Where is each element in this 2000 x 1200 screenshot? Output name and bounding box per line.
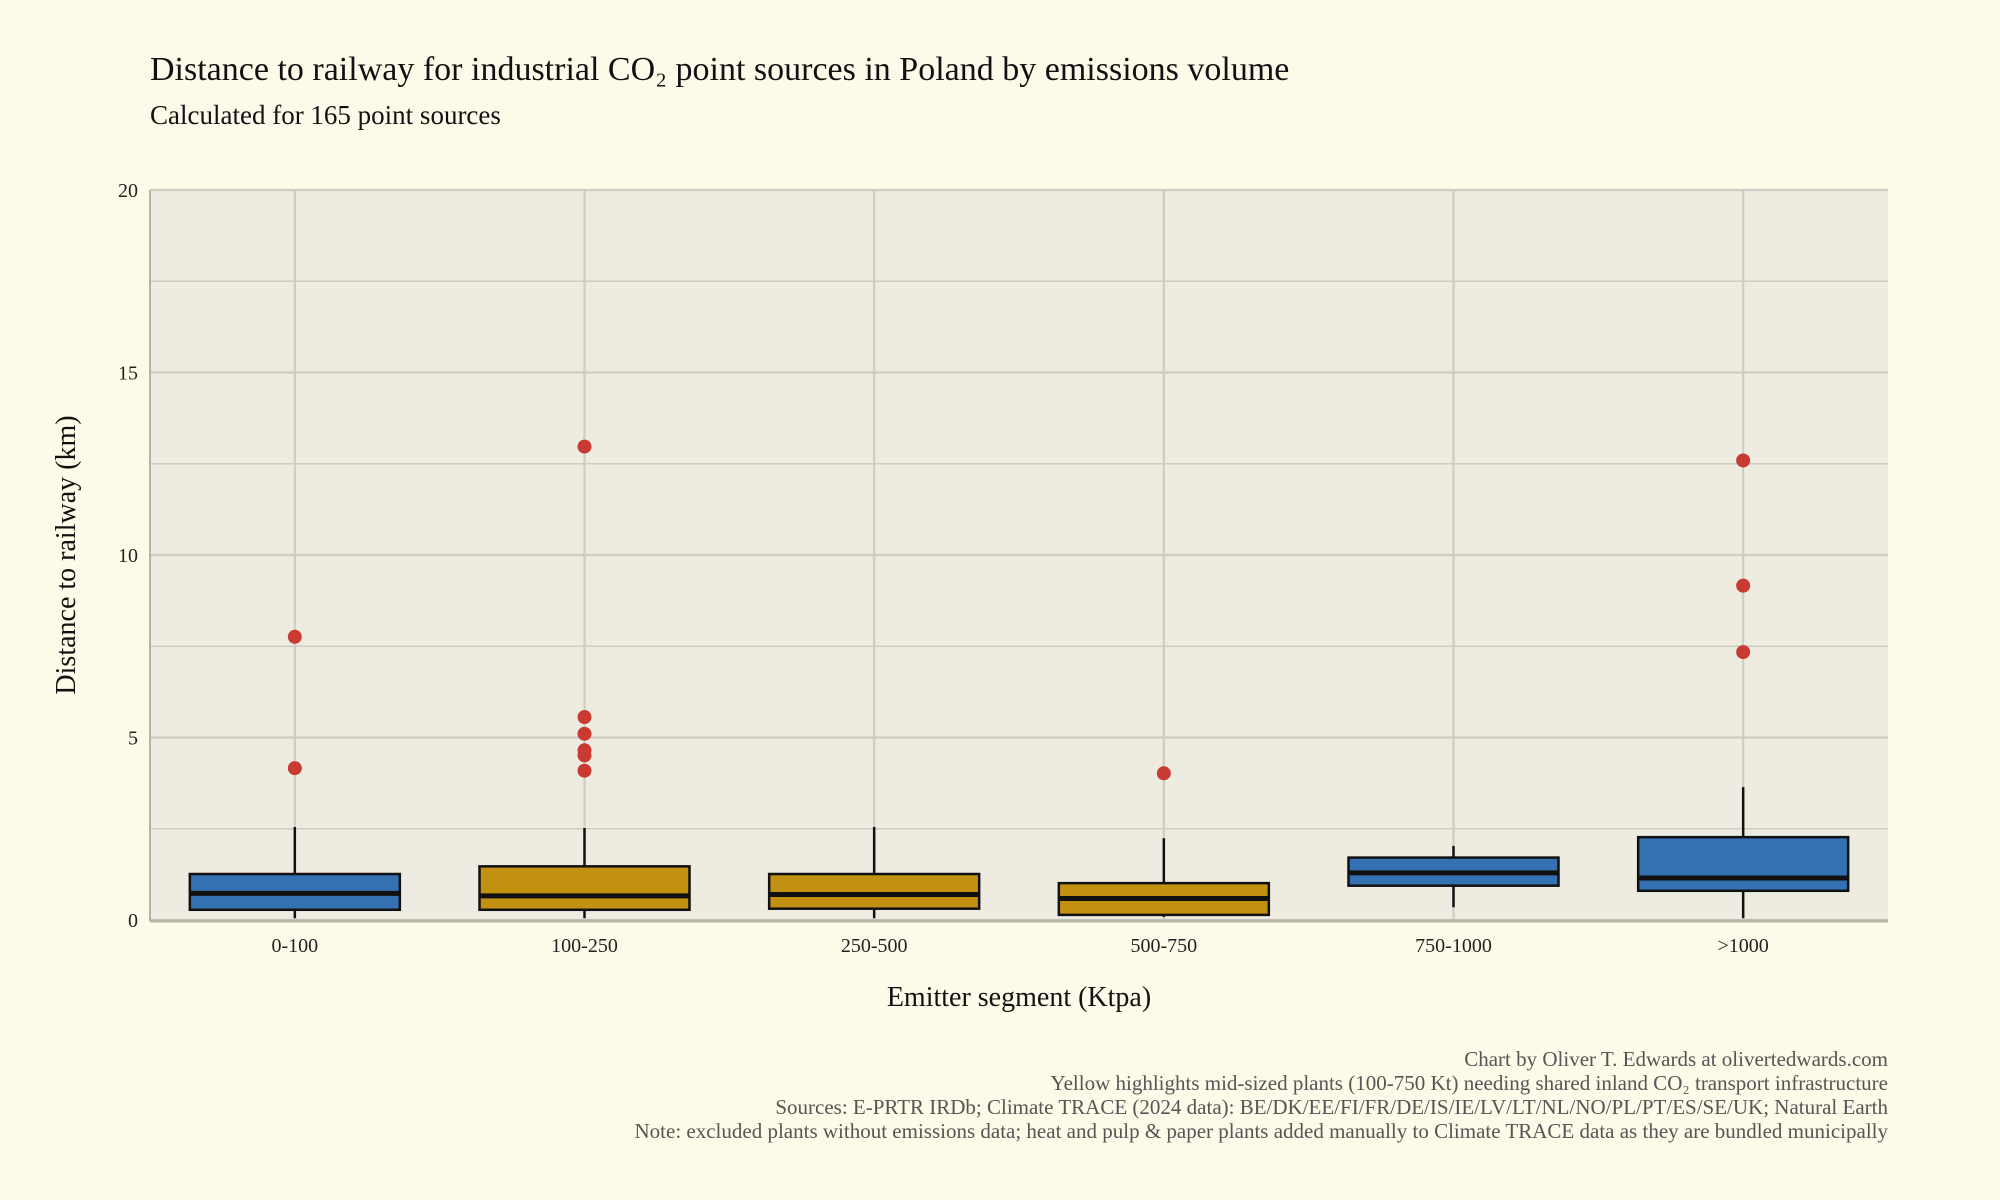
- x-axis-ticks: 0-100 100-250 250-500 500-750 750-1000 >1000: [271, 935, 1768, 957]
- x-tick-label: 750-1000: [1415, 935, 1492, 957]
- box-250-500: [767, 826, 981, 919]
- chart-title: Distance to railway for industrial CO₂ p…: [150, 51, 1289, 88]
- outlier-point: [577, 763, 592, 778]
- x-tick-label: 0-100: [271, 935, 318, 957]
- box-500-750: [1057, 766, 1271, 918]
- y-tick-label: 5: [128, 728, 138, 750]
- box-iqr: [767, 872, 981, 910]
- y-tick-label: 20: [118, 180, 138, 202]
- y-axis-label: Distance to railway (km): [51, 415, 82, 694]
- x-tick-label: >1000: [1718, 935, 1769, 957]
- outlier-point: [1736, 453, 1751, 468]
- y-tick-label: 10: [118, 545, 138, 567]
- caption-credit: Chart by Oliver T. Edwards at olivertedw…: [1464, 1047, 1888, 1071]
- boxes: [188, 439, 1850, 919]
- box-750-1000: [1347, 845, 1560, 908]
- captions: Chart by Oliver T. Edwards at olivertedw…: [635, 1047, 1889, 1143]
- outlier-point: [1736, 578, 1751, 593]
- caption-note: Note: excluded plants without emissions …: [635, 1119, 1889, 1143]
- outlier-point: [1736, 645, 1751, 660]
- box-iqr: [478, 865, 691, 912]
- outlier-point: [577, 726, 592, 741]
- x-tick-label: 100-250: [551, 935, 618, 957]
- box-0-100: [188, 629, 402, 919]
- box->1000: [1636, 453, 1850, 919]
- box-iqr: [1636, 835, 1850, 893]
- y-tick-label: 0: [128, 910, 138, 932]
- x-tick-label: 250-500: [841, 935, 908, 957]
- outlier-point: [577, 748, 592, 763]
- x-axis-label: Emitter segment (Ktpa): [887, 982, 1151, 1013]
- gridlines: [150, 188, 1888, 922]
- outlier-point: [287, 761, 302, 776]
- y-tick-label: 15: [118, 363, 138, 385]
- chart-subtitle: Calculated for 165 point sources: [150, 100, 501, 130]
- caption-sources: Sources: E-PRTR IRDb; Climate TRACE (202…: [775, 1095, 1888, 1119]
- outlier-point: [1156, 766, 1171, 781]
- box-100-250: [478, 439, 691, 919]
- caption-highlight-note: Yellow highlights mid-sized plants (100-…: [1051, 1071, 1888, 1095]
- outlier-point: [577, 710, 592, 725]
- x-tick-label: 500-750: [1130, 935, 1197, 957]
- y-axis-ticks: 0 5 10 15 20: [118, 180, 138, 932]
- outlier-point: [287, 629, 302, 644]
- outlier-point: [577, 439, 592, 454]
